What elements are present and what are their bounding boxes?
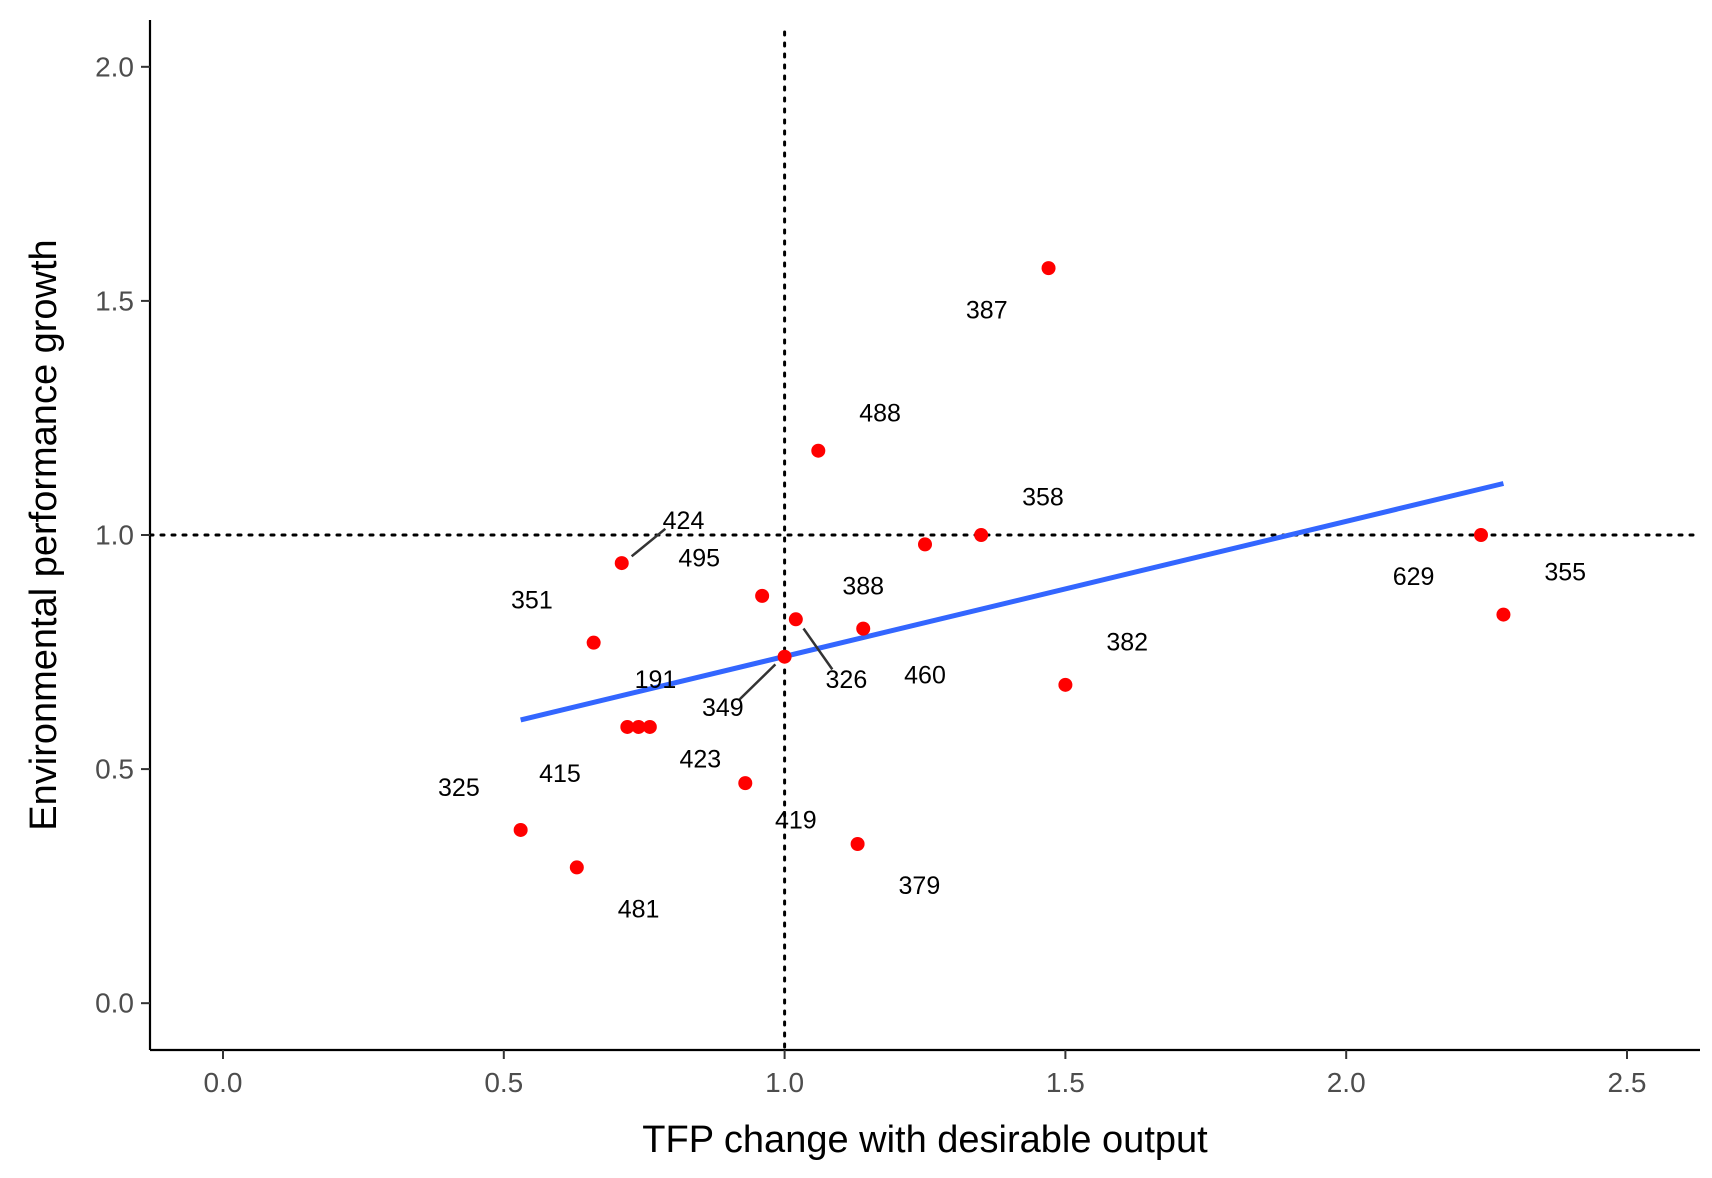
point-label-325: 325 xyxy=(438,774,480,802)
data-point-460 xyxy=(856,621,871,636)
data-point-355 xyxy=(1496,607,1511,622)
point-label-388: 388 xyxy=(842,573,884,601)
leader-line-349 xyxy=(738,663,777,701)
data-point-379 xyxy=(850,837,865,851)
point-labels: 387 488 358 424 495 351 388 326 460 349 191 415 423 3… xyxy=(438,296,1586,923)
point-label-191: 191 xyxy=(635,666,677,694)
data-points xyxy=(513,261,1511,875)
data-point-382 xyxy=(1058,677,1073,692)
x-axis-title: TFP change with desirable output xyxy=(642,1119,1208,1161)
data-point-495 xyxy=(755,588,770,603)
point-label-351: 351 xyxy=(511,587,553,615)
point-label-495: 495 xyxy=(678,544,720,572)
trend-layer xyxy=(520,481,1505,723)
leader-line-424 xyxy=(630,527,667,558)
x-tick-label: 1.5 xyxy=(1046,1067,1085,1098)
leader-lines xyxy=(630,527,834,701)
data-point-419 xyxy=(738,776,753,791)
point-label-419: 419 xyxy=(775,807,817,835)
point-label-387: 387 xyxy=(966,296,1008,324)
data-point-424 xyxy=(614,556,629,571)
point-label-629: 629 xyxy=(1393,563,1435,591)
x-tick-label: 1.0 xyxy=(765,1067,804,1098)
point-label-481: 481 xyxy=(618,896,660,924)
y-tick-label: 0.5 xyxy=(95,754,134,785)
point-label-424: 424 xyxy=(663,507,705,535)
y-tick-label: 0.0 xyxy=(95,988,134,1019)
y-tick-label: 1.5 xyxy=(95,285,134,316)
data-point-488 xyxy=(811,443,826,458)
data-point-423 xyxy=(631,719,646,734)
x-tick-label: 0.5 xyxy=(484,1067,523,1098)
point-label-488: 488 xyxy=(859,399,901,427)
y-axis-ticks: 0.0 0.5 1.0 1.5 2.0 xyxy=(95,51,150,1019)
x-tick-label: 2.0 xyxy=(1327,1067,1366,1098)
point-label-415: 415 xyxy=(539,760,581,788)
data-point-387 xyxy=(1041,261,1056,276)
x-tick-label: 2.5 xyxy=(1608,1067,1647,1098)
y-tick-label: 2.0 xyxy=(95,51,134,82)
data-point-415 xyxy=(620,719,635,734)
point-label-326: 326 xyxy=(826,666,868,694)
data-point-358 xyxy=(974,528,989,542)
point-label-379: 379 xyxy=(899,872,941,900)
point-label-358: 358 xyxy=(1022,484,1064,512)
point-label-349: 349 xyxy=(702,694,744,722)
data-point-326 xyxy=(788,612,803,627)
leader-line-326 xyxy=(802,627,834,671)
trend-line xyxy=(520,481,1505,723)
point-label-355: 355 xyxy=(1544,558,1586,586)
y-tick-label: 1.0 xyxy=(95,520,134,551)
x-axis-ticks: 0.0 0.5 1.0 1.5 2.0 2.5 xyxy=(204,1050,1647,1098)
point-label-460: 460 xyxy=(904,661,946,689)
data-point-481 xyxy=(569,860,584,875)
data-point-349 xyxy=(777,649,792,664)
point-label-423: 423 xyxy=(680,746,722,774)
data-point-325 xyxy=(513,822,528,837)
point-label-382: 382 xyxy=(1106,629,1148,657)
x-tick-label: 0.0 xyxy=(204,1067,243,1098)
reference-lines xyxy=(148,30,1702,1052)
data-point-351 xyxy=(586,635,601,650)
data-point-191 xyxy=(642,719,657,734)
data-point-388 xyxy=(918,537,932,552)
data-point-629 xyxy=(1473,528,1488,542)
y-axis-title: Environmental performance growth xyxy=(23,239,65,830)
